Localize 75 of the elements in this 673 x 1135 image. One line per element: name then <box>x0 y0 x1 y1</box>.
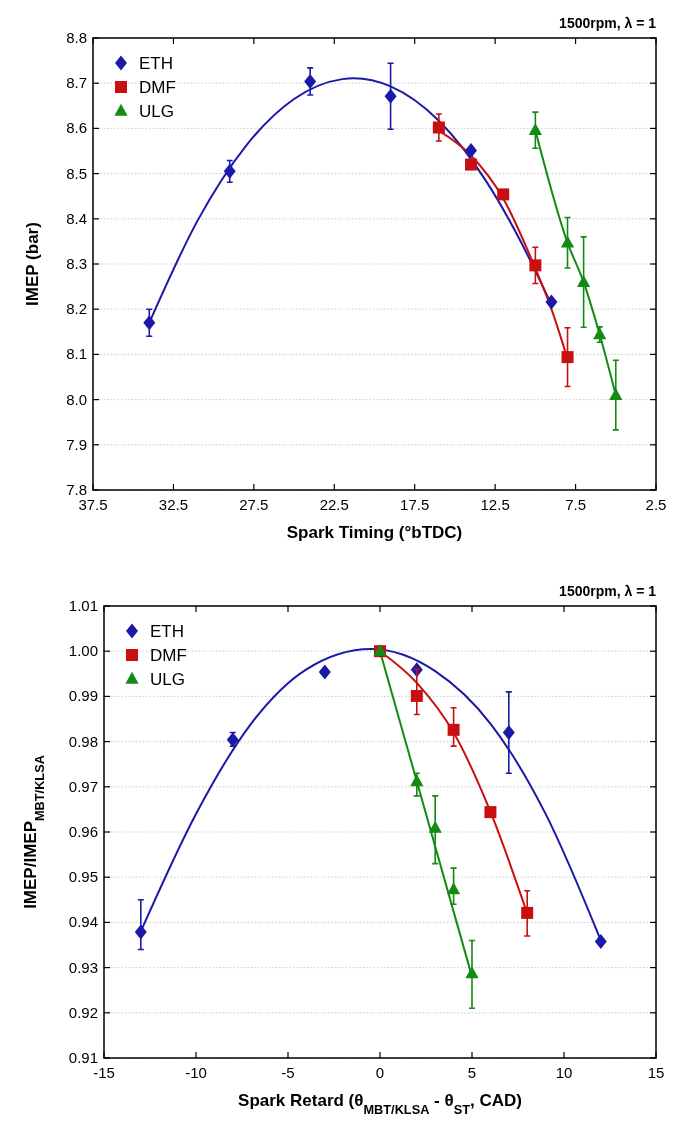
x-axis-title: Spark Timing (°bTDC) <box>286 523 463 542</box>
y-tick-label: 0.97 <box>68 777 98 795</box>
y-tick-label: 8.6 <box>66 119 87 137</box>
y-tick-label: 8.0 <box>66 390 87 408</box>
point <box>545 294 558 310</box>
legend-label: DMF <box>139 78 176 97</box>
point <box>432 121 445 134</box>
x-tick-label: 2.5 <box>645 496 667 513</box>
x-tick-label: 22.5 <box>319 496 349 513</box>
x-axis-title: Spark Retard (θ$_{MBT/KLSA}$ - θ$_{ST}$, CAD) <box>238 1091 522 1117</box>
point <box>528 123 542 136</box>
y-tick-label: 8.4 <box>66 209 87 227</box>
y-tick-label: 8.1 <box>66 345 87 363</box>
point <box>529 259 542 272</box>
point <box>465 966 479 979</box>
point <box>609 387 623 400</box>
point <box>465 143 478 159</box>
x-tick-label: -5 <box>281 1064 295 1081</box>
x-tick-label: 27.5 <box>239 496 269 513</box>
y-tick-label: 7.8 <box>66 481 87 498</box>
y-tick-label: 0.95 <box>68 868 98 886</box>
y-tick-label: 8.5 <box>66 164 87 182</box>
x-tick-label: 7.5 <box>565 496 586 513</box>
point <box>560 235 575 248</box>
x-tick-label: 12.5 <box>480 496 510 513</box>
x-tick-label: -10 <box>185 1064 207 1081</box>
point <box>447 723 460 736</box>
point <box>428 820 442 833</box>
y-tick-label: 8.8 <box>66 29 87 46</box>
y-tick-label: 1.00 <box>68 642 98 660</box>
point <box>134 924 147 940</box>
x-tick-label: 37.5 <box>78 496 108 513</box>
y-tick-label: 0.94 <box>68 913 98 931</box>
point <box>143 315 156 331</box>
y-tick-label: 8.2 <box>66 300 87 318</box>
y-tick-label: 0.93 <box>68 958 98 976</box>
x-tick-label: 5 <box>467 1064 477 1081</box>
point <box>594 933 607 949</box>
point <box>465 158 478 171</box>
legend-label: DMF <box>150 646 187 665</box>
x-tick-label: 0 <box>375 1064 385 1081</box>
x-tick-label: 15 <box>647 1064 665 1081</box>
x-tick-label: 17.5 <box>400 496 430 513</box>
x-tick-label: -15 <box>93 1064 115 1081</box>
point <box>561 351 574 364</box>
y-axis-title: IMEP (bar) <box>23 222 42 306</box>
point <box>497 188 510 201</box>
y-tick-label: 8.3 <box>66 255 87 272</box>
y-tick-label: 0.91 <box>68 1049 98 1066</box>
y-tick-label: 1.01 <box>68 597 98 614</box>
point <box>484 806 497 819</box>
point <box>447 882 461 895</box>
x-tick-label: 32.5 <box>158 496 189 513</box>
point <box>410 774 424 787</box>
chart-title: 1500rpm, λ = 1 <box>559 583 657 599</box>
point <box>318 664 331 680</box>
y-tick-label: 8.7 <box>66 74 87 92</box>
y-tick-label: 0.98 <box>68 732 98 750</box>
point <box>304 73 317 89</box>
y-tick-label: 7.9 <box>66 435 87 453</box>
legend-label: ETH <box>139 54 173 73</box>
y-tick-label: 0.92 <box>68 1003 98 1021</box>
legend-label: ULG <box>139 102 174 121</box>
legend-label: ULG <box>150 670 185 689</box>
chart-title: 1500rpm, λ = 1 <box>559 15 657 31</box>
y-tick-label: 0.96 <box>68 823 98 840</box>
point <box>410 689 423 702</box>
point <box>521 906 534 919</box>
legend-label: ETH <box>150 622 184 641</box>
point <box>223 163 236 179</box>
point <box>502 725 515 741</box>
x-tick-label: 10 <box>555 1064 573 1081</box>
point <box>384 88 397 104</box>
y-tick-label: 0.99 <box>68 687 98 705</box>
point <box>577 274 591 287</box>
